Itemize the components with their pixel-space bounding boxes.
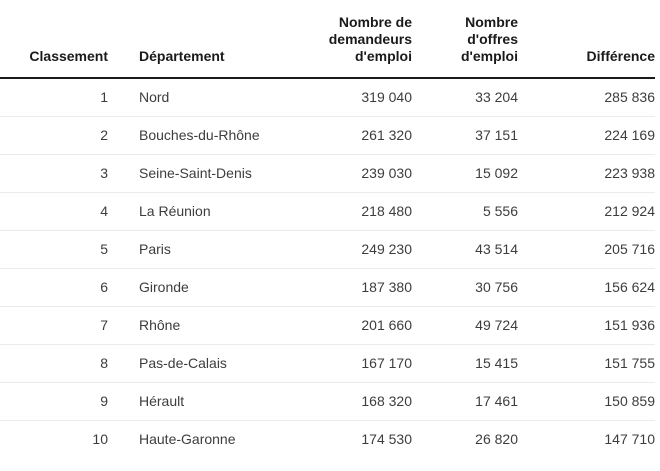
difference-cell: 150 859 bbox=[518, 382, 655, 421]
demandeurs-cell: 187 380 bbox=[290, 268, 412, 307]
demandeurs-cell: 174 530 bbox=[361, 431, 412, 447]
rank-cell: 6 bbox=[0, 268, 108, 307]
departement-cell: Haute-Garonne bbox=[139, 431, 236, 447]
demandeurs-cell: 201 660 bbox=[290, 306, 412, 345]
departement-cell: Seine-Saint-Denis bbox=[108, 154, 290, 193]
offres-cell: 15 092 bbox=[412, 154, 518, 193]
table-row: 6 Gironde 187 380 30 756 156 624 bbox=[0, 268, 655, 307]
difference-cell: 285 836 bbox=[518, 78, 655, 117]
offres-cell: 49 724 bbox=[412, 306, 518, 345]
rank-cell: 4 bbox=[0, 192, 108, 231]
offres-cell: 37 151 bbox=[412, 116, 518, 155]
table-row: 1 Nord 319 040 33 204 285 836 bbox=[0, 78, 655, 117]
offres-cell: 5 556 bbox=[412, 192, 518, 231]
demandeurs-cell: 319 040 bbox=[290, 78, 412, 117]
difference-cell: 156 624 bbox=[518, 268, 655, 307]
offres-cell: 15 415 bbox=[412, 344, 518, 383]
difference-cell: 151 936 bbox=[518, 306, 655, 345]
departement-cell: Pas-de-Calais bbox=[108, 344, 290, 383]
difference-cell: 147 710 bbox=[604, 431, 655, 447]
table-row: 9 Hérault 168 320 17 461 150 859 bbox=[0, 382, 655, 421]
demandeurs-cell: 218 480 bbox=[290, 192, 412, 231]
offres-cell: 43 514 bbox=[412, 230, 518, 269]
table-row: 2 Bouches-du-Rhône 261 320 37 151 224 16… bbox=[0, 116, 655, 155]
header-demandeurs: Nombre de demandeurs d'emploi bbox=[290, 0, 412, 79]
offres-cell: 26 820 bbox=[475, 431, 518, 447]
demandeurs-cell: 239 030 bbox=[290, 154, 412, 193]
rank-cell: 7 bbox=[0, 306, 108, 345]
rank-cell: 3 bbox=[0, 154, 108, 193]
difference-cell: 151 755 bbox=[518, 344, 655, 383]
rank-cell: 10 bbox=[92, 431, 108, 447]
rank-cell: 5 bbox=[0, 230, 108, 269]
header-classement: Classement bbox=[0, 0, 108, 79]
difference-cell: 224 169 bbox=[518, 116, 655, 155]
table-row: 10 Haute-Garonne 174 530 26 820 147 710 bbox=[0, 421, 655, 459]
departement-cell: Hérault bbox=[108, 382, 290, 421]
rank-cell: 9 bbox=[0, 382, 108, 421]
difference-cell: 212 924 bbox=[518, 192, 655, 231]
departement-cell: Paris bbox=[108, 230, 290, 269]
table-header: Classement Département Nombre de demande… bbox=[0, 0, 655, 79]
departement-cell: Bouches-du-Rhône bbox=[108, 116, 290, 155]
difference-cell: 223 938 bbox=[518, 154, 655, 193]
departement-cell: Nord bbox=[108, 78, 290, 117]
difference-cell: 205 716 bbox=[518, 230, 655, 269]
demandeurs-cell: 167 170 bbox=[290, 344, 412, 383]
header-departement: Département bbox=[108, 0, 290, 79]
table-row: 8 Pas-de-Calais 167 170 15 415 151 755 bbox=[0, 344, 655, 383]
rank-cell: 2 bbox=[0, 116, 108, 155]
table-row: 4 La Réunion 218 480 5 556 212 924 bbox=[0, 192, 655, 231]
rank-cell: 8 bbox=[0, 344, 108, 383]
table-row: 3 Seine-Saint-Denis 239 030 15 092 223 9… bbox=[0, 154, 655, 193]
departement-cell: Gironde bbox=[108, 268, 290, 307]
table-row: 7 Rhône 201 660 49 724 151 936 bbox=[0, 306, 655, 345]
header-difference: Différence bbox=[518, 0, 655, 79]
departement-cell: Rhône bbox=[108, 306, 290, 345]
demandeurs-cell: 168 320 bbox=[290, 382, 412, 421]
header-offres: Nombre d'offres d'emploi bbox=[412, 0, 518, 79]
demandeurs-cell: 261 320 bbox=[290, 116, 412, 155]
table-header-row: Classement Département Nombre de demande… bbox=[0, 0, 655, 79]
ranking-table: Classement Département Nombre de demande… bbox=[0, 0, 655, 458]
offres-cell: 17 461 bbox=[412, 382, 518, 421]
demandeurs-cell: 249 230 bbox=[290, 230, 412, 269]
offres-cell: 30 756 bbox=[412, 268, 518, 307]
table-body: 1 Nord 319 040 33 204 285 836 2 Bouches-… bbox=[0, 78, 655, 458]
rank-cell: 1 bbox=[0, 78, 108, 117]
offres-cell: 33 204 bbox=[412, 78, 518, 117]
departement-cell: La Réunion bbox=[108, 192, 290, 231]
table-row: 5 Paris 249 230 43 514 205 716 bbox=[0, 230, 655, 269]
